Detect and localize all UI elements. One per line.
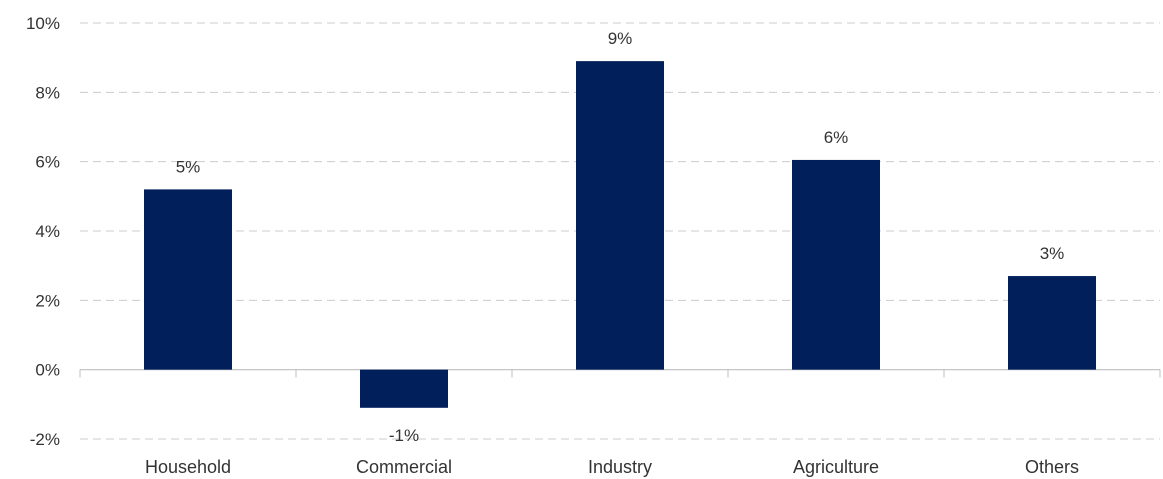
- x-category-label: Commercial: [356, 457, 452, 477]
- x-category-label: Agriculture: [793, 457, 879, 477]
- bar-commercial: [360, 369, 448, 408]
- x-category-label: Others: [1025, 457, 1079, 477]
- bar-industry: [576, 61, 664, 370]
- y-axis-tick-labels: -2% 0% 2% 4% 6% 8% 10%: [26, 14, 60, 449]
- bar-household: [144, 189, 232, 370]
- bars: [144, 61, 1096, 408]
- x-category-label: Household: [145, 457, 231, 477]
- data-label: 5%: [176, 157, 201, 176]
- data-labels: 5% -1% 9% 6% 3%: [176, 29, 1065, 445]
- data-label: 3%: [1040, 244, 1065, 263]
- y-tick-label: -2%: [30, 430, 60, 449]
- y-tick-label: 10%: [26, 14, 60, 33]
- bar-agriculture: [792, 159, 880, 370]
- x-axis-category-labels: Household Commercial Industry Agriculture Ot…: [145, 457, 1079, 477]
- x-category-label: Industry: [588, 457, 652, 477]
- y-tick-label: 6%: [35, 153, 60, 172]
- y-tick-label: 2%: [35, 291, 60, 310]
- data-label: 6%: [824, 128, 849, 147]
- data-label: -1%: [389, 426, 419, 445]
- y-tick-label: 0%: [35, 361, 60, 380]
- bar-others: [1008, 276, 1096, 370]
- y-tick-label: 4%: [35, 222, 60, 241]
- data-label: 9%: [608, 29, 633, 48]
- x-axis: [79, 369, 1161, 378]
- y-tick-label: 8%: [35, 83, 60, 102]
